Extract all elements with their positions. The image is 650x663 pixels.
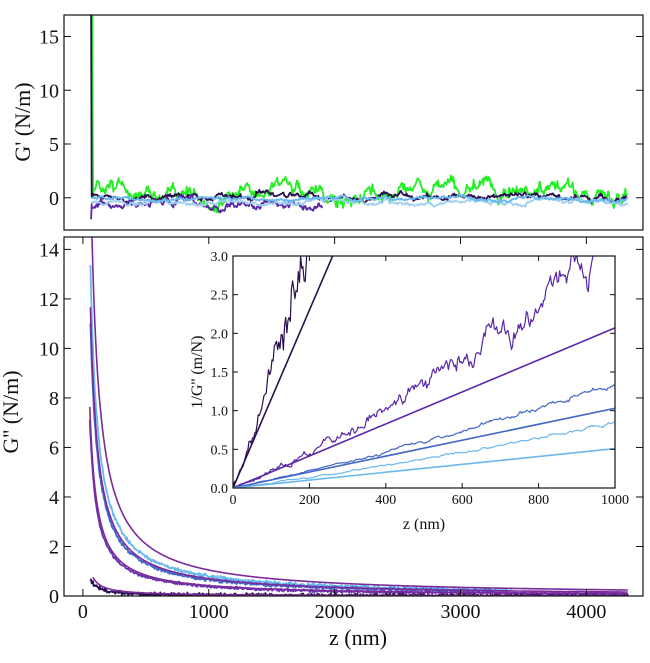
y-tick-label: 14 [39,239,59,261]
x-tick-label: 2000 [315,601,355,623]
series-inset-dark-purple [233,256,308,488]
series-trace-dark-purple [90,15,629,205]
y-tick-label: 5 [49,134,59,156]
y-tick-label: 10 [39,80,59,102]
x-tick-label: 1000 [601,493,629,508]
inset-y-axis-title: 1/G'' (m/N) [189,336,206,409]
x-tick-label: 1000 [189,601,229,623]
y-tick-label: 2 [49,536,59,558]
x-tick-label: 3000 [440,601,480,623]
series-inset-fit-4 [233,447,615,488]
inset-ticks: 0.0 0.5 1.0 1.5 2.0 2.5 3.0 0 200 400 600 800 1000 [211,250,630,508]
y-tick-label: 1.5 [211,366,229,381]
y-tick-label: 6 [49,437,59,459]
y-tick-label: 12 [39,289,59,311]
x-tick-label: 400 [375,493,396,508]
y-tick-label: 0.0 [211,482,229,497]
bottom-panel-frame [63,236,644,597]
series-fit-2 [89,307,628,593]
top-panel-frame [63,14,644,231]
y-tick-label: 0 [49,188,59,210]
bottom-x-axis-title: z (nm) [329,625,387,650]
x-tick-label: 0 [78,601,88,623]
top-panel-g-prime: 0 5 10 15 G' (N/m) [10,14,644,231]
x-tick-label: 0 [230,493,237,508]
series-fit-1 [91,237,629,591]
y-tick-label: 2.0 [211,327,229,342]
x-tick-label: 600 [452,493,473,508]
series-trace-green [91,15,629,214]
inset-background [233,256,615,488]
series-inset-violet [233,256,612,488]
y-tick-label: 4 [49,487,59,509]
y-tick-label: 2.5 [211,289,229,304]
x-tick-label: 800 [528,493,549,508]
series-inset-fit-2 [233,327,615,488]
top-y-axis-title: G' (N/m) [10,82,35,161]
bottom-y-axis-title: G'' (N/m) [0,370,23,453]
y-tick-label: 0 [49,586,59,608]
series-fit-3 [89,406,628,595]
series-trace-violet [90,193,323,220]
y-tick-label: 0.5 [211,443,229,458]
y-tick-label: 1.0 [211,405,229,420]
x-tick-label: 200 [299,493,320,508]
series-inset-fit-1 [233,256,334,488]
y-tick-label: 8 [49,388,59,410]
series-inset-sky-blue [233,421,615,488]
inset-panel-reciprocal: 0.0 0.5 1.0 1.5 2.0 2.5 3.0 0 200 400 600 800 1000 1… [189,250,630,533]
x-tick-label: 4000 [566,601,606,623]
inset-series-group [233,256,615,488]
inset-x-axis-title: z (nm) [403,516,445,533]
y-tick-label: 3.0 [211,250,229,265]
top-series-group [90,15,629,220]
series-trace-sky-blue [91,193,629,204]
y-tick-label: 15 [39,27,59,49]
top-ticks: 0 5 10 15 [39,27,643,210]
series-inset-fit-3 [233,407,615,488]
bottom-series-group [88,237,629,596]
y-tick-label: 10 [39,338,59,360]
